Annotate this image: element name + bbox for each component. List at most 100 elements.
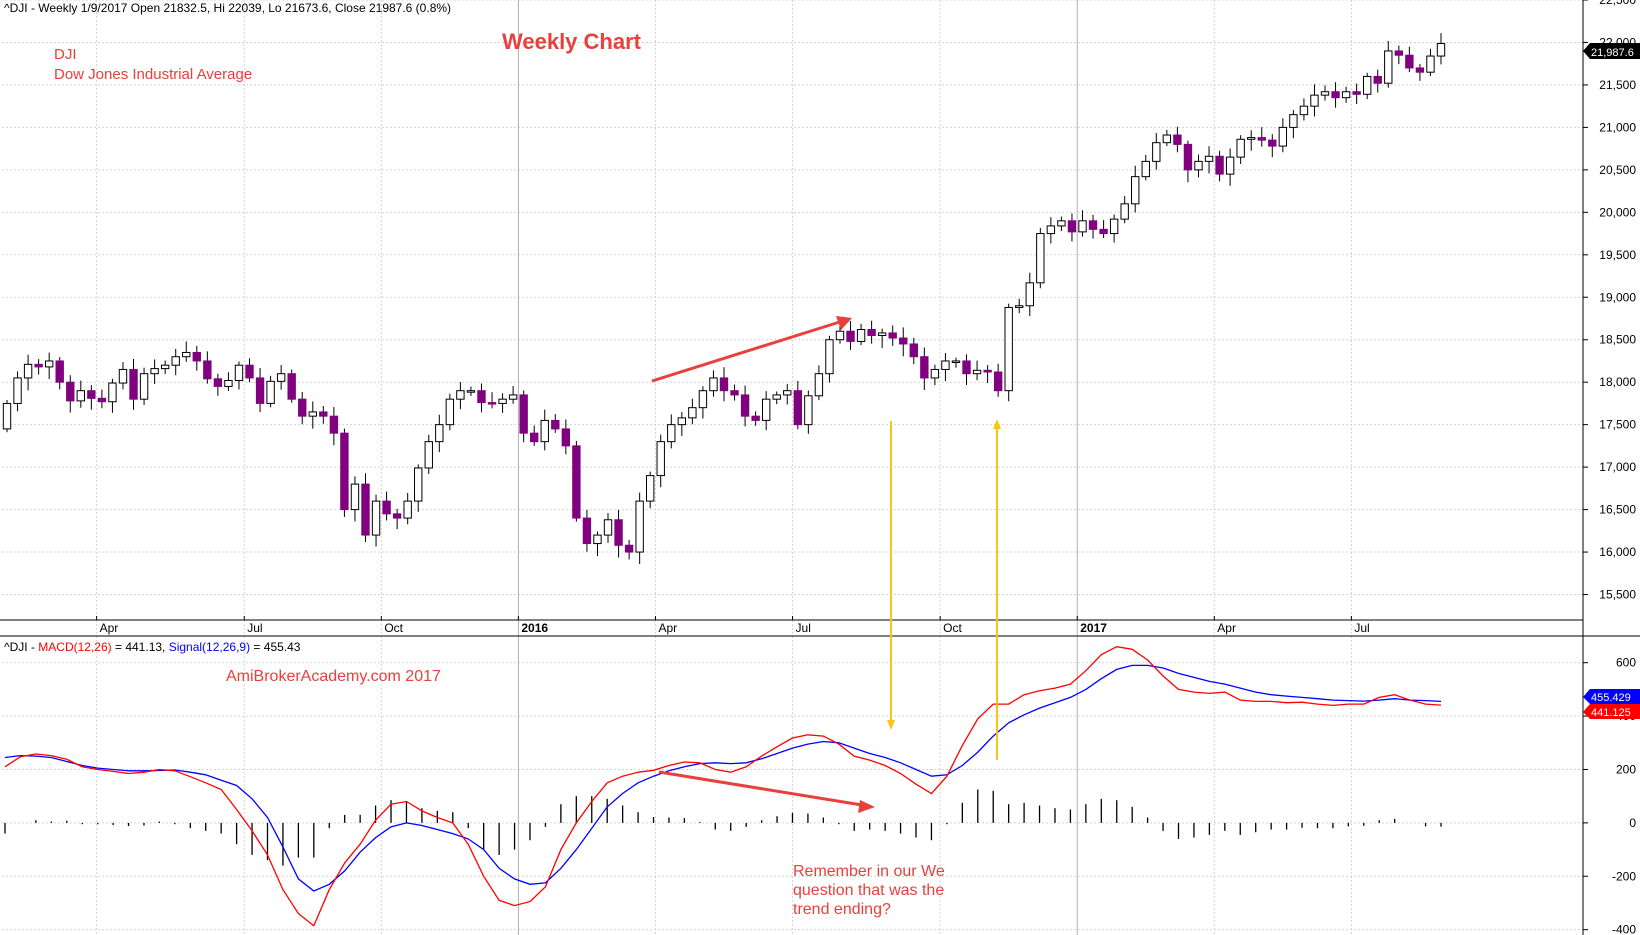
candle-body [276, 373, 286, 382]
time-tick-label: Apr [100, 621, 119, 635]
candle-body [1373, 75, 1382, 84]
candle-body [1320, 91, 1330, 96]
candle-body [55, 360, 64, 383]
candle-body [646, 475, 655, 502]
candle-body [582, 517, 592, 545]
candle-body [403, 500, 412, 519]
yellow-arrowhead-down [887, 720, 895, 730]
candle-body [1331, 91, 1340, 99]
time-tick-label: Oct [943, 621, 962, 635]
candle-body [487, 402, 497, 405]
candle-body [298, 398, 307, 417]
candle-body [698, 390, 708, 409]
candle-body [308, 411, 317, 417]
grid [2, 0, 1583, 935]
candle-body [382, 500, 391, 515]
macd-tick-label: -200 [1612, 869, 1636, 883]
candle-body [688, 407, 697, 419]
candle-body [329, 415, 339, 434]
price-header: ^DJI - Weekly 1/9/2017 Open 21832.5, Hi … [4, 1, 451, 15]
candle-body [909, 343, 918, 358]
candle-body [751, 415, 760, 421]
candle-body [561, 428, 571, 447]
candle-body [814, 373, 824, 397]
candle-body [266, 380, 275, 404]
candle-body [719, 377, 729, 392]
time-tick-label: Oct [384, 621, 403, 635]
candle-body [129, 368, 138, 400]
candle-body [371, 500, 381, 536]
candle-body [445, 398, 455, 426]
candle-body [118, 368, 128, 384]
candle-body [97, 397, 107, 403]
candle-body [1025, 282, 1034, 307]
note-line-1: Remember in our We [793, 863, 945, 880]
candle-body [835, 330, 845, 341]
macd-value-label: 441.125 [1591, 707, 1631, 719]
candle-body [1405, 54, 1414, 69]
candle-body [1015, 305, 1024, 308]
candle-body [1194, 160, 1203, 171]
candle-body [667, 424, 676, 443]
candle-body [614, 519, 623, 546]
macd-tick-label: 200 [1616, 762, 1636, 776]
candle-body [1183, 143, 1193, 171]
macd-trend-arrow [658, 770, 869, 808]
candle-body [941, 360, 950, 370]
candle-body [761, 398, 771, 421]
candle-body [1215, 155, 1224, 175]
candle-body [319, 411, 328, 417]
signal-header-value: = 455.43 [250, 640, 301, 654]
candle-body [1247, 137, 1256, 140]
candle-body [1099, 228, 1108, 235]
price-tick-label: 20,000 [1599, 205, 1636, 219]
candle-body [255, 377, 265, 404]
candle-body [34, 363, 43, 368]
macd-line [4, 646, 1442, 927]
price-tick-label: 17,500 [1599, 418, 1636, 432]
candle-body [13, 377, 22, 404]
candle-body [709, 377, 718, 392]
candle-body [635, 500, 644, 553]
price-tick-label: 21,500 [1599, 78, 1636, 92]
symbol-name: Dow Jones Industrial Average [54, 66, 252, 83]
candle-body [783, 390, 792, 396]
price-tick-label: 19,000 [1599, 290, 1636, 304]
candle-body [603, 519, 613, 536]
symbol-label: DJI [54, 46, 77, 63]
price-trend-arrow [651, 318, 847, 383]
candle-body [76, 390, 85, 402]
candle-body [888, 332, 897, 339]
price-tick-label: 16,500 [1599, 503, 1636, 517]
candle-body [245, 364, 254, 379]
candle-body [213, 378, 223, 387]
time-tick-label: Jul [796, 621, 811, 635]
candle-body [1004, 306, 1013, 392]
candle-body [551, 419, 560, 430]
last-close-tag [1583, 43, 1640, 59]
candle-body [856, 329, 866, 342]
candle-body [677, 417, 687, 426]
candle-body [1225, 156, 1235, 175]
price-candles [2, 33, 1446, 564]
candle-body [877, 332, 887, 336]
chart-title: Weekly Chart [502, 29, 642, 54]
candle-body [656, 441, 665, 477]
candle-body [1109, 218, 1119, 235]
candle-body [993, 371, 1003, 392]
candle-body [182, 351, 191, 358]
candle-body [983, 369, 992, 373]
time-tick-label: 2016 [521, 621, 548, 635]
candle-body [66, 381, 75, 402]
time-tick-label: Jul [247, 621, 262, 635]
candle-body [150, 368, 159, 375]
price-tick-label: 17,000 [1599, 460, 1636, 474]
candle-body [1204, 155, 1214, 162]
candle-body [160, 364, 170, 370]
candle-body [920, 356, 929, 379]
candle-body [2, 402, 12, 430]
candle-body [414, 467, 423, 502]
candle-body [508, 394, 518, 400]
candle-body [1426, 55, 1435, 73]
candle-body [424, 441, 433, 469]
